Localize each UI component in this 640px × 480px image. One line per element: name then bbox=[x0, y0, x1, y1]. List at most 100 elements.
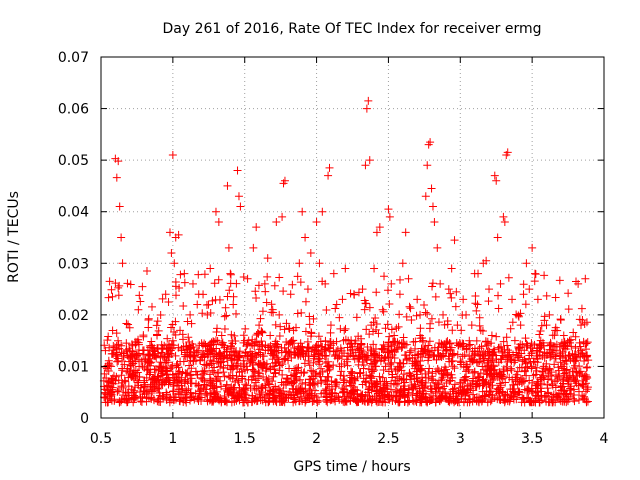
data-point-cluster bbox=[207, 397, 216, 406]
data-point bbox=[236, 202, 245, 211]
data-point bbox=[115, 202, 124, 211]
data-point-cluster bbox=[144, 323, 153, 332]
data-point bbox=[574, 279, 583, 288]
data-point bbox=[375, 223, 384, 232]
data-point-cluster bbox=[171, 291, 180, 300]
data-point bbox=[453, 321, 462, 330]
data-point bbox=[177, 377, 186, 386]
data-point-cluster bbox=[416, 324, 425, 333]
data-point-cluster bbox=[362, 378, 371, 387]
data-point bbox=[174, 230, 183, 239]
data-point-cluster bbox=[448, 385, 457, 394]
data-point-cluster bbox=[397, 339, 406, 348]
data-point-cluster bbox=[210, 390, 219, 399]
data-point-cluster bbox=[570, 390, 579, 399]
data-point-cluster bbox=[535, 350, 544, 359]
y-tick-label: 0.06 bbox=[58, 102, 89, 118]
data-point-cluster bbox=[460, 373, 469, 382]
data-point-cluster bbox=[475, 393, 484, 402]
data-point-cluster bbox=[527, 339, 536, 348]
data-point-cluster bbox=[275, 332, 284, 341]
data-point-cluster bbox=[133, 368, 142, 377]
data-point-cluster bbox=[156, 311, 165, 320]
data-point bbox=[364, 96, 373, 105]
data-point-cluster bbox=[111, 279, 120, 288]
data-point-cluster bbox=[108, 326, 117, 335]
data-point bbox=[500, 218, 509, 227]
data-point-cluster bbox=[540, 271, 549, 280]
data-point-cluster bbox=[475, 381, 484, 390]
data-point-cluster bbox=[583, 385, 592, 394]
data-point-cluster bbox=[296, 339, 305, 348]
data-point-cluster bbox=[555, 276, 564, 285]
data-point-cluster bbox=[208, 381, 217, 390]
data-point-cluster bbox=[341, 397, 350, 406]
data-point bbox=[444, 285, 453, 294]
data-point bbox=[385, 212, 394, 221]
x-axis-label: GPS time / hours bbox=[293, 459, 410, 475]
data-point-cluster bbox=[489, 366, 498, 375]
data-point-cluster bbox=[132, 352, 141, 361]
data-point-cluster bbox=[167, 323, 176, 332]
data-point-cluster bbox=[104, 367, 113, 376]
data-point-cluster bbox=[134, 346, 143, 355]
data-point-cluster bbox=[545, 341, 554, 350]
data-point-cluster bbox=[540, 375, 549, 384]
data-point-cluster bbox=[288, 280, 297, 289]
data-point-cluster bbox=[139, 387, 148, 396]
data-point-cluster bbox=[201, 385, 210, 394]
data-point-cluster bbox=[556, 358, 565, 367]
data-point-cluster bbox=[257, 342, 266, 351]
data-point-cluster bbox=[186, 396, 195, 405]
y-tick-label: 0.05 bbox=[58, 153, 89, 169]
data-point-cluster bbox=[549, 350, 558, 359]
data-point-cluster bbox=[206, 339, 215, 348]
data-point-cluster bbox=[531, 370, 540, 379]
data-point-cluster bbox=[373, 386, 382, 395]
data-point-cluster bbox=[581, 339, 590, 348]
data-point-cluster bbox=[146, 351, 155, 360]
data-point-cluster bbox=[331, 304, 340, 313]
data-point bbox=[548, 346, 557, 355]
data-point-cluster bbox=[448, 362, 457, 371]
data-point-cluster bbox=[312, 340, 321, 349]
data-point-cluster bbox=[360, 305, 369, 314]
data-point-cluster bbox=[569, 363, 578, 372]
data-point bbox=[579, 352, 588, 361]
data-point bbox=[252, 223, 261, 232]
data-point-cluster bbox=[136, 297, 145, 306]
data-point-cluster bbox=[175, 283, 184, 292]
data-point-cluster bbox=[346, 388, 355, 397]
data-point-cluster bbox=[381, 324, 390, 333]
data-point-cluster bbox=[385, 299, 394, 308]
data-point bbox=[410, 357, 419, 366]
data-point bbox=[237, 367, 246, 376]
gridlines bbox=[101, 57, 604, 418]
data-point-cluster bbox=[386, 340, 395, 349]
data-point-cluster bbox=[442, 338, 451, 347]
data-point-cluster bbox=[322, 392, 331, 401]
data-point-cluster bbox=[516, 309, 525, 318]
data-point-cluster bbox=[505, 397, 514, 406]
data-point-cluster bbox=[537, 321, 546, 330]
data-point-cluster bbox=[358, 396, 367, 405]
data-point-cluster bbox=[499, 367, 508, 376]
data-point bbox=[571, 352, 580, 361]
data-point bbox=[286, 290, 295, 299]
data-point-cluster bbox=[534, 380, 543, 389]
data-point-cluster bbox=[361, 299, 370, 308]
data-point-cluster bbox=[208, 347, 217, 356]
data-point-cluster bbox=[155, 388, 164, 397]
data-point-cluster bbox=[270, 395, 279, 404]
y-tick-label: 0.04 bbox=[58, 205, 89, 221]
data-point-cluster bbox=[457, 326, 466, 335]
data-point-cluster bbox=[349, 382, 358, 391]
data-point-cluster bbox=[271, 368, 280, 377]
data-point-cluster bbox=[153, 373, 162, 382]
data-point-cluster bbox=[475, 351, 484, 360]
data-point bbox=[413, 295, 422, 304]
data-point-cluster bbox=[124, 320, 133, 329]
data-point-cluster bbox=[413, 367, 422, 376]
data-point-cluster bbox=[406, 304, 415, 313]
